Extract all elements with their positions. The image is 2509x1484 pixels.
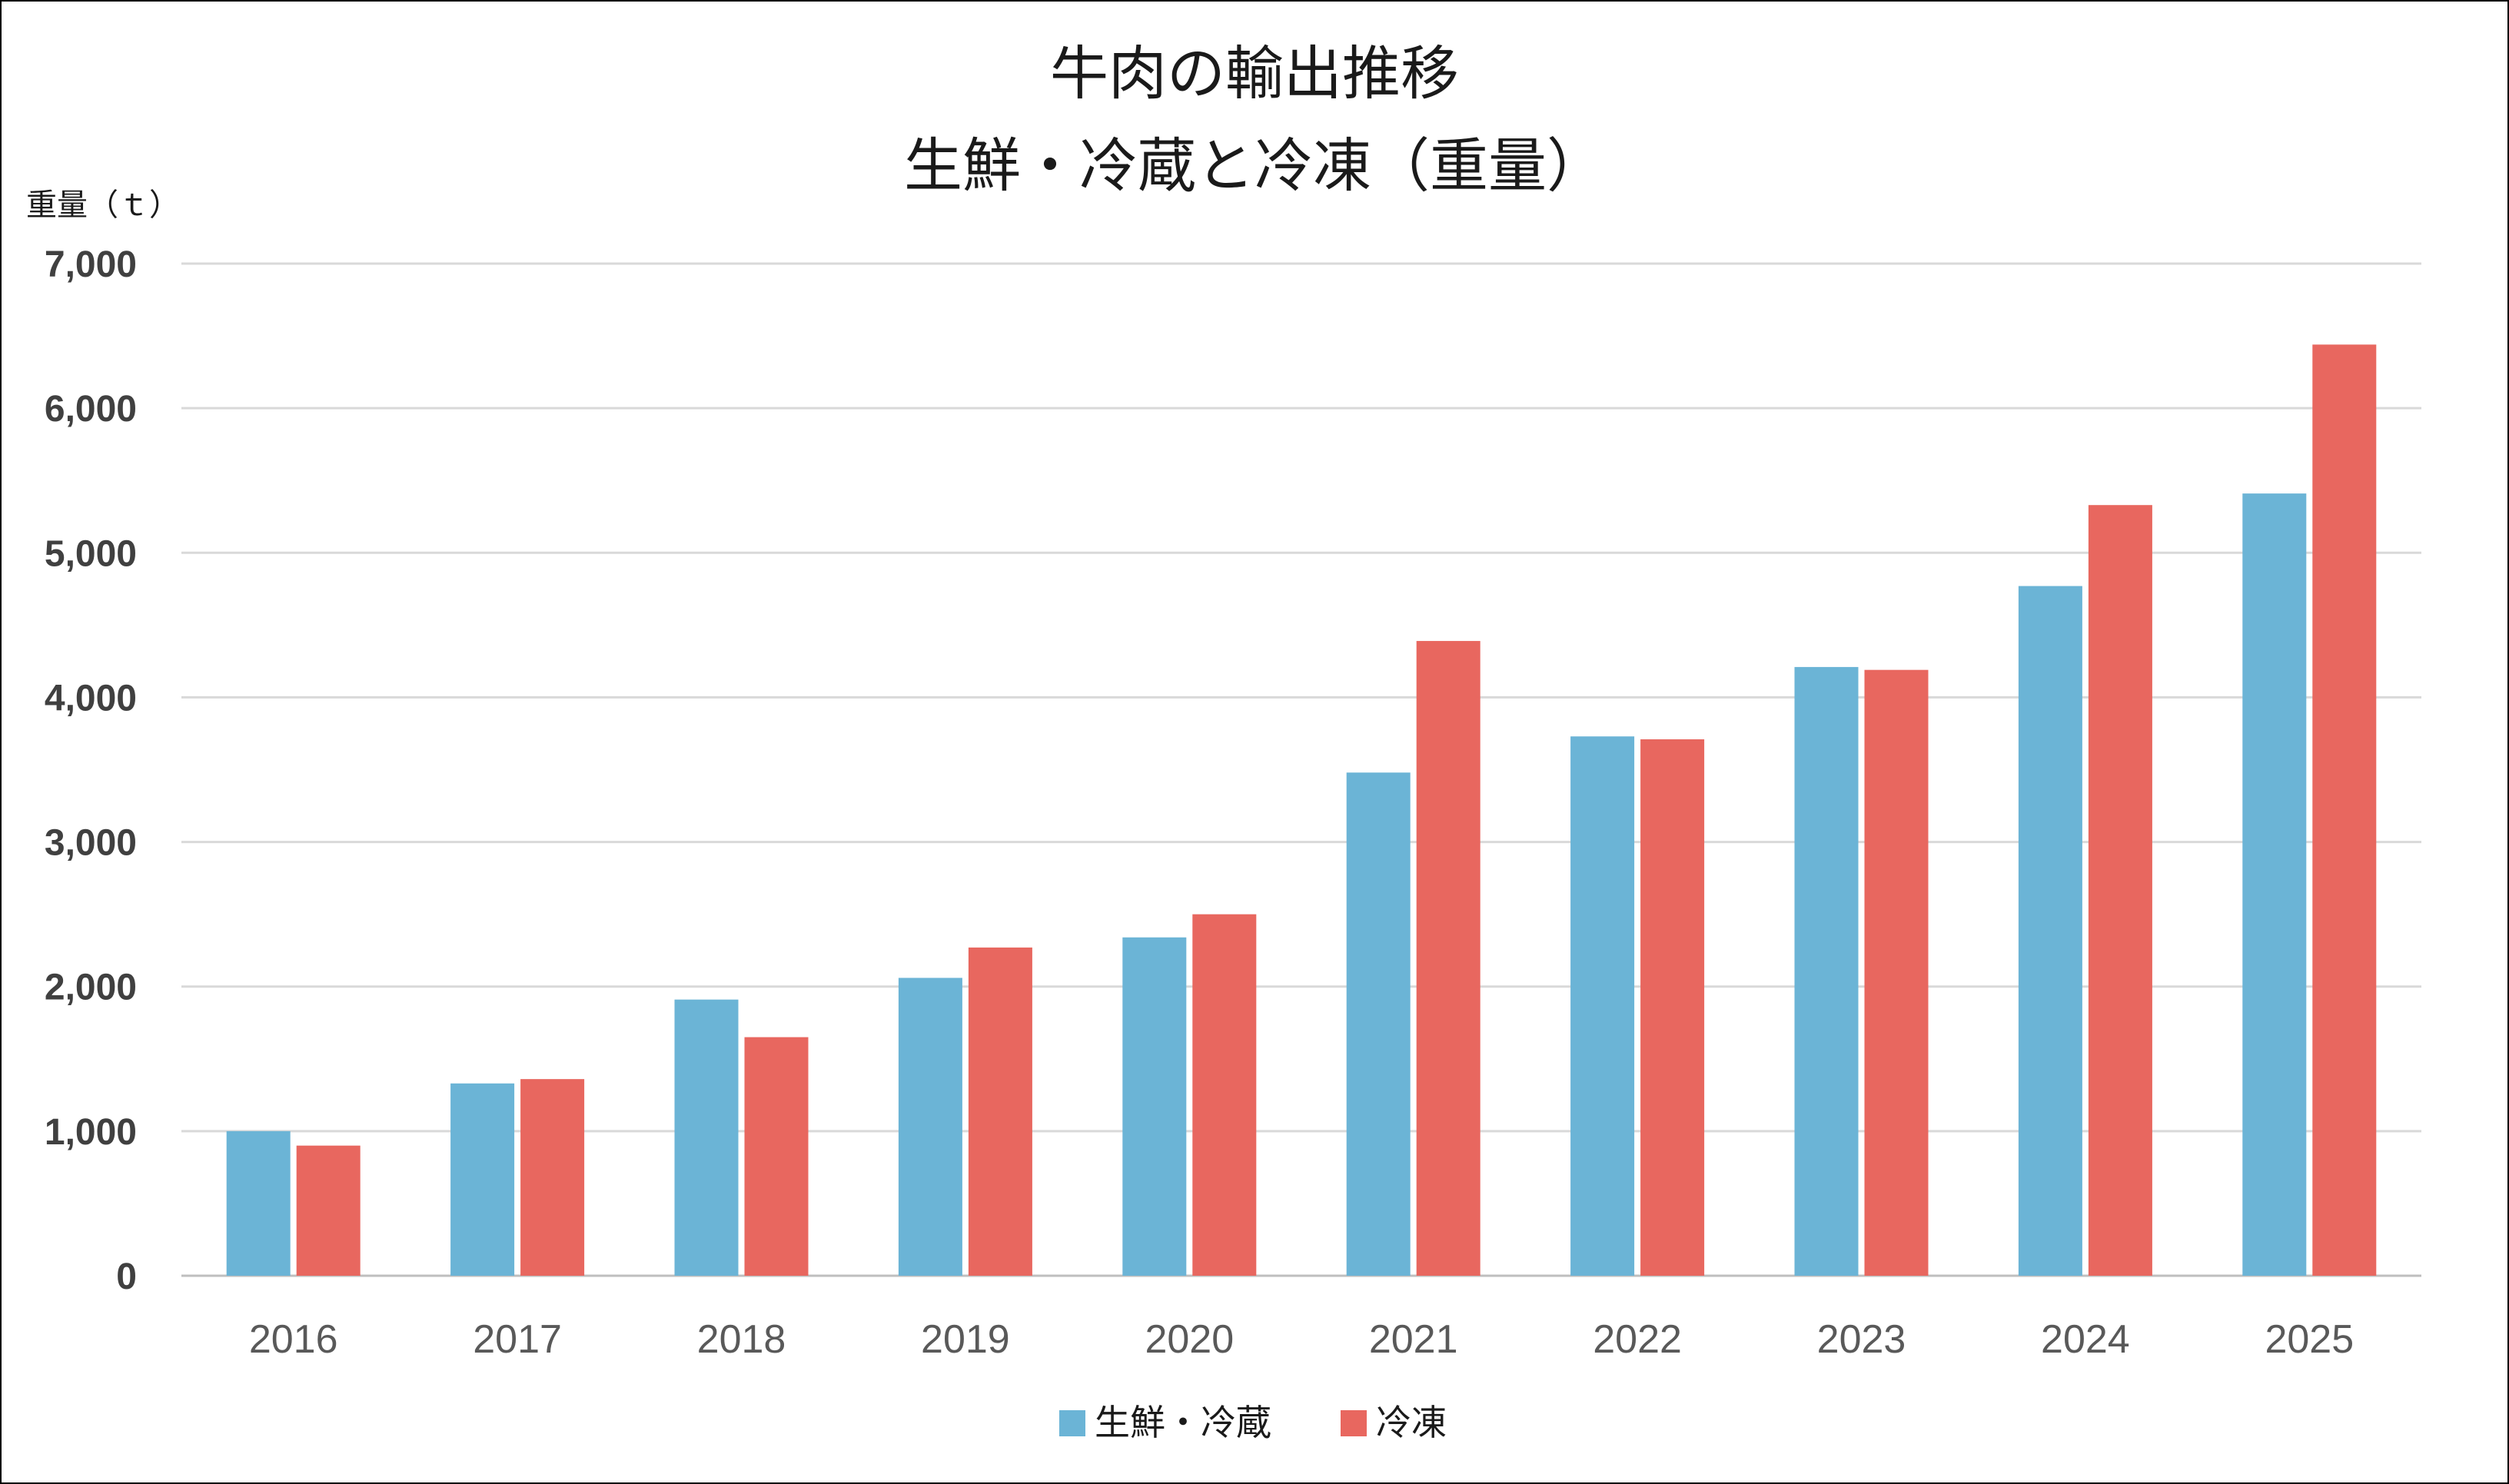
legend: 生鮮・冷蔵 冷凍 (1059, 1402, 1447, 1443)
bar-fresh-chilled-2021 (1346, 772, 1411, 1276)
x-tick-label: 2020 (1145, 1317, 1234, 1362)
bar-frozen-2022 (1640, 739, 1705, 1276)
y-tick-label: 5,000 (45, 533, 137, 574)
bar-frozen-2017 (520, 1079, 585, 1276)
x-tick-label: 2019 (921, 1317, 1010, 1362)
y-tick-label: 0 (116, 1257, 137, 1297)
bar-fresh-chilled-2017 (450, 1083, 515, 1276)
bar-fresh-chilled-2022 (1570, 736, 1635, 1276)
bar-frozen-2016 (296, 1145, 361, 1276)
gridlines (181, 262, 2421, 1277)
bars (226, 344, 2377, 1276)
bar-frozen-2019 (968, 947, 1032, 1276)
bar-fresh-chilled-2020 (1122, 937, 1187, 1276)
y-axis-label: 重量（ｔ） (26, 188, 180, 223)
bar-frozen-2020 (1192, 914, 1257, 1276)
bar-fresh-chilled-2016 (226, 1130, 291, 1276)
bar-fresh-chilled-2023 (1794, 666, 1859, 1276)
y-tick-label: 1,000 (45, 1112, 137, 1153)
bar-frozen-2021 (1416, 641, 1480, 1276)
x-tick-label: 2022 (1593, 1317, 1682, 1362)
bar-fresh-chilled-2019 (898, 978, 962, 1276)
bar-fresh-chilled-2018 (674, 999, 739, 1276)
legend-swatch (1341, 1410, 1367, 1436)
chart-title-line-2: 生鮮・冷蔵と冷凍（重量） (904, 131, 1605, 200)
y-tick-label: 3,000 (45, 823, 137, 864)
bar-fresh-chilled-2025 (2242, 493, 2307, 1276)
legend-label: 冷凍 (1376, 1402, 1447, 1443)
y-tick-label: 6,000 (45, 389, 137, 430)
bar-frozen-2023 (1864, 669, 1929, 1276)
bar-frozen-2024 (2088, 505, 2152, 1276)
x-tick-label: 2016 (249, 1317, 338, 1362)
bar-fresh-chilled-2024 (2018, 586, 2082, 1276)
y-axis-ticks: 0 1,000 2,000 3,000 4,000 5,000 6,000 7,000 (45, 244, 137, 1297)
legend-label: 生鮮・冷蔵 (1095, 1402, 1271, 1443)
bar-frozen-2018 (744, 1037, 809, 1276)
x-tick-label: 2023 (1817, 1317, 1906, 1362)
x-axis-ticks: 2016 2017 2018 2019 2020 2021 2022 2023 2024 2025 (249, 1317, 2354, 1362)
x-tick-label: 2017 (473, 1317, 562, 1362)
x-tick-label: 2024 (2041, 1317, 2130, 1362)
y-tick-label: 7,000 (45, 244, 137, 285)
bar-frozen-2025 (2312, 344, 2377, 1276)
chart-title-line-1: 牛肉の輸出推移 (1050, 39, 1459, 108)
x-tick-label: 2018 (697, 1317, 786, 1362)
y-tick-label: 2,000 (45, 968, 137, 1008)
legend-swatch (1059, 1410, 1085, 1436)
x-tick-label: 2021 (1369, 1317, 1458, 1362)
x-tick-label: 2025 (2265, 1317, 2354, 1362)
y-tick-label: 4,000 (45, 678, 137, 719)
